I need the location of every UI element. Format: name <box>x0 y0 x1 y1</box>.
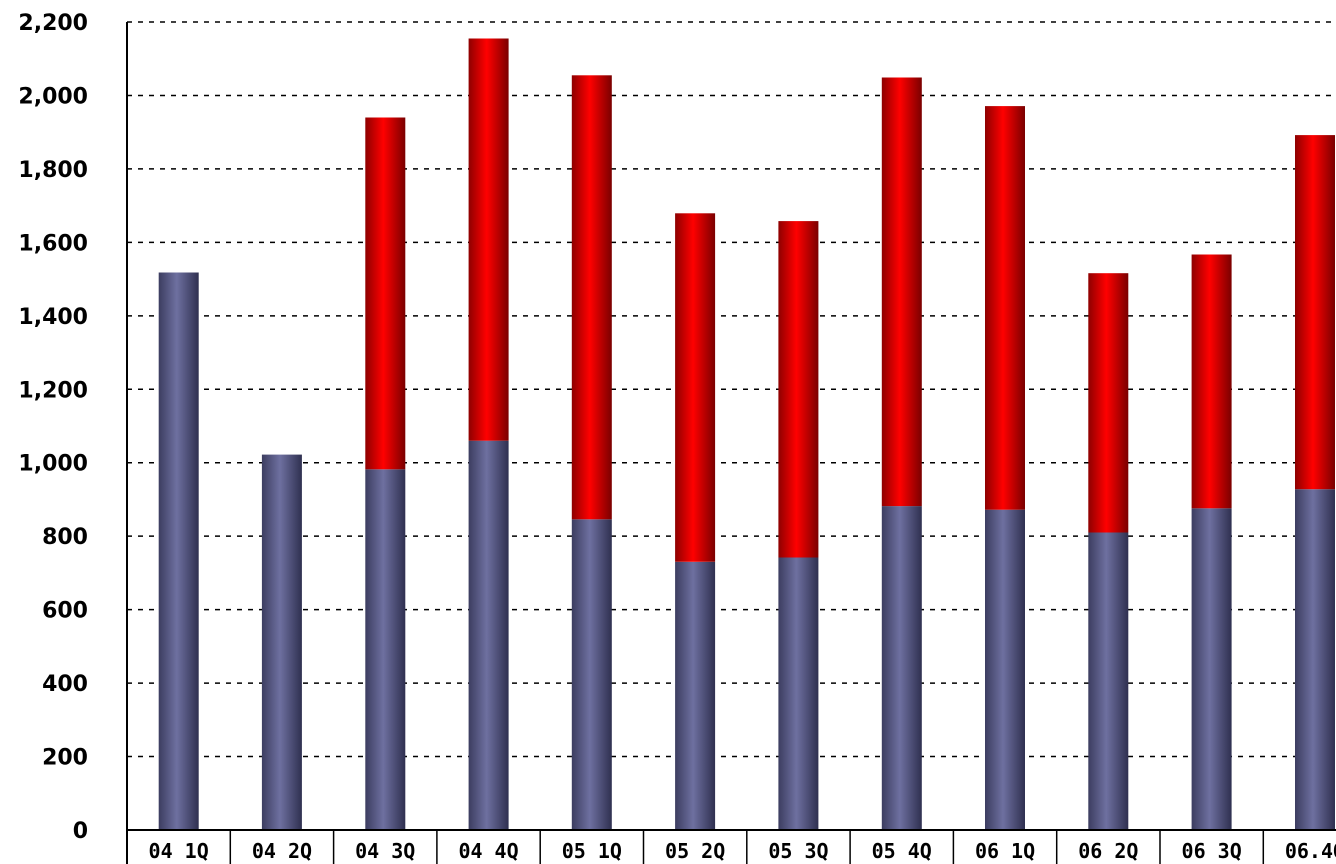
gridlines <box>127 21 1336 758</box>
y-tick-label: 1,600 <box>18 231 88 256</box>
y-tick-label: 1,400 <box>18 305 88 330</box>
x-category-label: 04 4Q <box>458 839 518 863</box>
bar-segment-lower <box>675 561 716 830</box>
y-tick-label: 200 <box>42 746 88 771</box>
y-tick-label: 1,800 <box>18 158 88 183</box>
bar-segment-lower <box>881 506 922 830</box>
axes <box>126 22 1336 864</box>
bar-segment-lower <box>571 519 612 830</box>
bar-segment-lower <box>261 454 302 830</box>
bar-segment-upper <box>365 117 406 470</box>
bar-segment-upper <box>675 213 716 562</box>
bar-segment-lower <box>1191 508 1232 830</box>
bar-segment-lower <box>778 557 819 830</box>
x-category-label: 05 1Q <box>562 839 622 863</box>
y-tick-label: 1,200 <box>18 378 88 403</box>
bar-segment-upper <box>571 75 612 520</box>
y-axis-tick-labels: 0 200 400 600 800 1,000 1,200 1,400 1,600 1,800 2,… <box>18 11 88 844</box>
x-category-label: 05 3Q <box>768 839 828 863</box>
bar-segment-lower <box>158 272 199 830</box>
x-category-label: 06 1Q <box>975 839 1035 863</box>
x-category-label: 05 2Q <box>665 839 725 863</box>
bar-segment-upper <box>468 38 509 441</box>
bar-segment-upper <box>1191 254 1232 509</box>
bar-segment-upper <box>1295 135 1335 490</box>
bar-segment-lower <box>1295 489 1335 830</box>
bar-segment-lower <box>365 469 406 830</box>
y-tick-label: 2,000 <box>18 84 88 109</box>
x-category-label: 05 4Q <box>872 839 932 863</box>
x-category-label: 06 3Q <box>1182 839 1242 863</box>
y-tick-label: 400 <box>42 672 88 697</box>
x-category-label: 04 1Q <box>149 839 209 863</box>
x-category-label: 04 3Q <box>355 839 415 863</box>
bars <box>158 38 1335 830</box>
y-tick-label: 800 <box>42 525 88 550</box>
y-tick-label: 0 <box>73 819 88 844</box>
bar-segment-upper <box>778 221 819 558</box>
x-category-label: 06 2Q <box>1078 839 1138 863</box>
y-tick-label: 2,200 <box>18 11 88 36</box>
bar-segment-lower <box>468 440 509 830</box>
x-category-label: 06.4Q <box>1285 839 1336 863</box>
x-axis-category-labels: 04 1Q 04 2Q 04 3Q 04 4Q 05 1Q 05 2Q 05 3Q 05 4Q… <box>149 839 1336 863</box>
y-tick-label: 1,000 <box>18 452 88 477</box>
bar-segment-upper <box>881 77 922 507</box>
bar-segment-upper <box>985 106 1025 510</box>
bar-segment-lower <box>985 509 1025 830</box>
bar-segment-lower <box>1088 532 1129 830</box>
y-tick-label: 600 <box>42 599 88 624</box>
x-category-label: 04 2Q <box>252 839 312 863</box>
bar-segment-upper <box>1088 273 1129 533</box>
